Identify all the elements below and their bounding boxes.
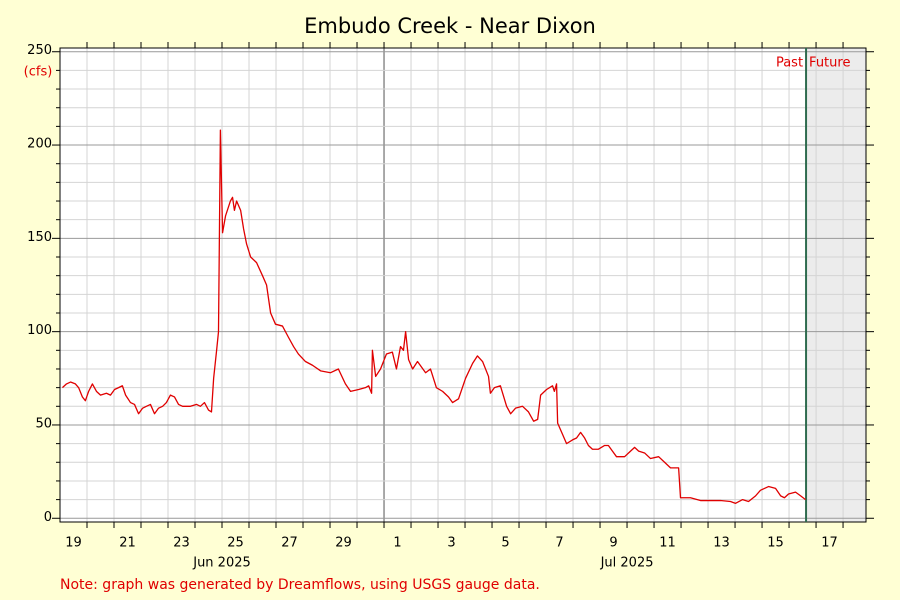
- x-tick-label: 21: [119, 536, 136, 551]
- chart-title: Embudo Creek - Near Dixon: [304, 14, 596, 38]
- x-tick-label: 7: [555, 536, 563, 551]
- month-label: Jul 2025: [600, 556, 654, 571]
- x-tick-label: 19: [65, 536, 82, 551]
- x-tick-label: 27: [281, 536, 298, 551]
- y-tick-label: 200: [27, 137, 52, 152]
- x-tick-label: 25: [227, 536, 244, 551]
- note: Note: graph was generated by Dreamflows,…: [60, 577, 540, 593]
- x-tick-label: 9: [609, 536, 617, 551]
- y-tick-label: 0: [44, 510, 52, 525]
- y-tick-label: 100: [27, 323, 52, 338]
- x-tick-label: 17: [821, 536, 838, 551]
- past-label: Past: [776, 56, 803, 71]
- x-tick-label: 1: [393, 536, 401, 551]
- x-tick-label: 23: [173, 536, 190, 551]
- future-region: [806, 48, 866, 522]
- y-tick-label: 150: [27, 230, 52, 245]
- future-label: Future: [809, 56, 850, 71]
- x-tick-label: 3: [447, 536, 455, 551]
- plot-area: [60, 48, 866, 522]
- x-tick-label: 11: [659, 536, 676, 551]
- y-tick-label: 50: [35, 416, 52, 431]
- x-tick-label: 15: [767, 536, 784, 551]
- y-tick-label: 250: [27, 43, 52, 58]
- month-label: Jun 2025: [192, 556, 251, 571]
- plot-frame: [59, 47, 867, 523]
- x-tick-label: 13: [713, 536, 730, 551]
- y-unit: (cfs): [24, 65, 53, 80]
- flow-line: [61, 129, 806, 504]
- x-tick-label: 5: [501, 536, 509, 551]
- x-tick-label: 29: [335, 536, 352, 551]
